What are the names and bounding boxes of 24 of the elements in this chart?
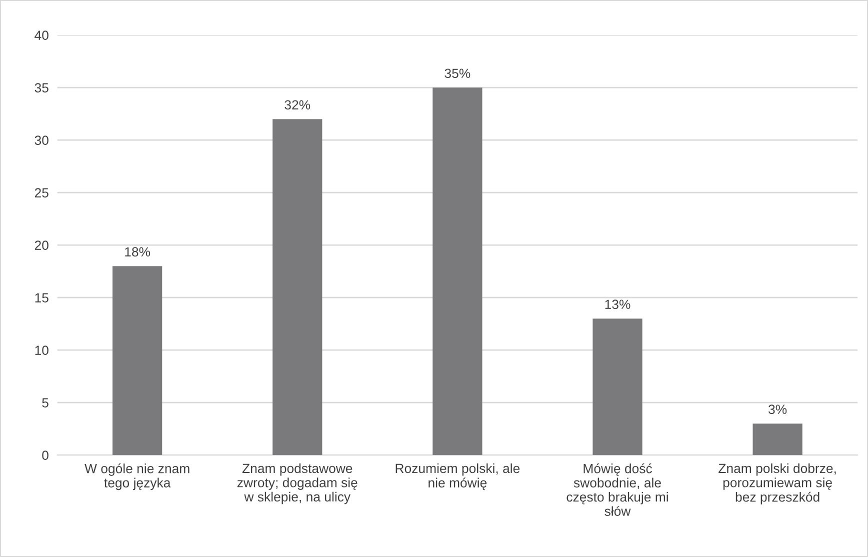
y-tick-label: 30 [34, 136, 48, 145]
data-label: 3% [768, 404, 787, 414]
data-label: 13% [605, 300, 630, 310]
y-tick-label: 35 [34, 83, 48, 92]
x-tick-label: Znam polski dobrze, porozumiewam się bez przeszkód [718, 463, 836, 504]
y-tick-label: 0 [42, 450, 48, 460]
bar [752, 424, 802, 456]
bar [112, 266, 162, 456]
data-label: 18% [125, 247, 150, 257]
data-label: 35% [444, 68, 470, 78]
y-tick-label: 5 [42, 398, 48, 408]
bar [592, 318, 642, 456]
y-tick-label: 20 [34, 240, 48, 250]
data-label: 32% [284, 100, 310, 110]
y-tick-label: 10 [35, 346, 48, 355]
y-tick-label: 15 [35, 293, 48, 302]
x-tick-label: Rozumiem polski, ale nie mówię [396, 463, 520, 490]
bar [272, 119, 322, 456]
y-tick-label: 40 [34, 30, 48, 40]
x-tick-label: W ogóle nie znam tego języka [84, 463, 190, 490]
bar [432, 88, 482, 456]
x-tick-label: Mówię dość swobodnie, ale często brakuje mi słów [566, 463, 668, 516]
x-tick-label: Znam podstawowe zwroty; dogadam się w sklepie, na ulicy [237, 463, 358, 504]
y-tick-label: 25 [34, 188, 48, 198]
